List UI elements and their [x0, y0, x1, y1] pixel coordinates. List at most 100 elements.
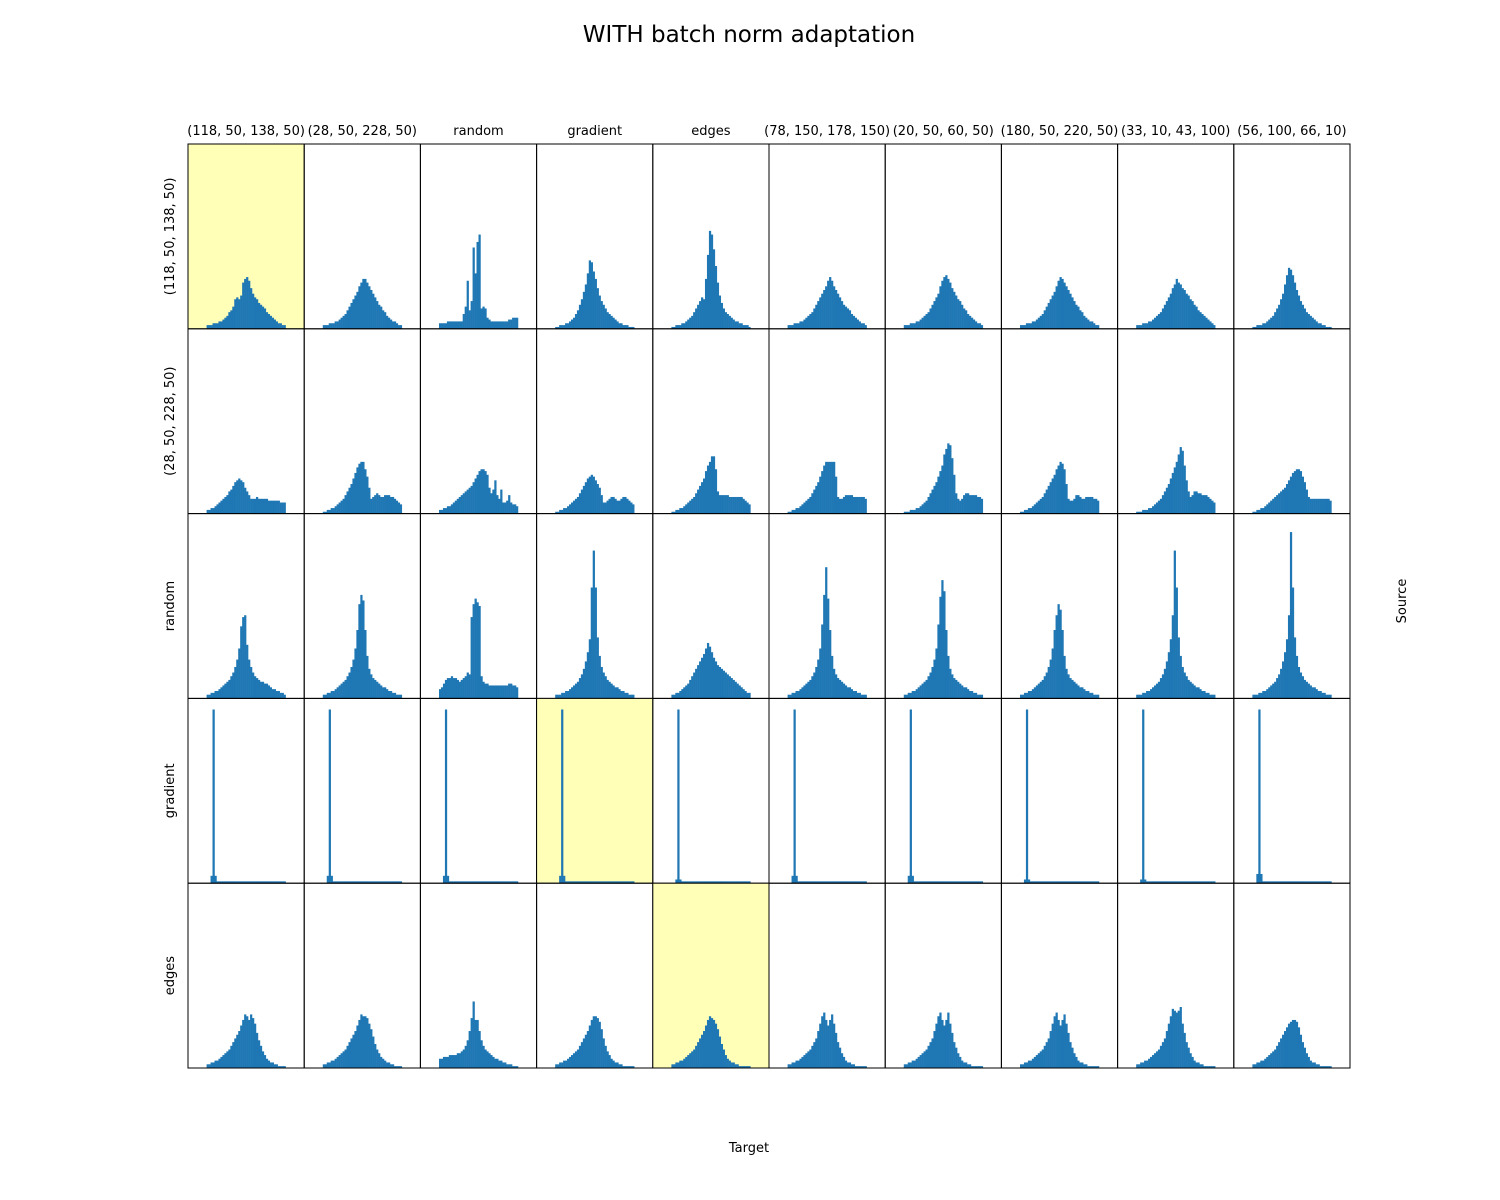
histogram-bar — [594, 1016, 597, 1068]
histogram-bar — [376, 1049, 379, 1068]
histogram-bar — [267, 1060, 271, 1068]
histogram-bar — [582, 881, 586, 884]
histogram-bar — [563, 325, 566, 329]
histogram-bar — [675, 509, 678, 514]
histogram-bar — [1146, 323, 1149, 329]
histogram-bar — [584, 1034, 588, 1068]
histogram-bar — [937, 1016, 940, 1068]
histogram-bar — [831, 461, 834, 514]
histogram-bar — [915, 689, 918, 699]
histogram-bar — [384, 495, 387, 514]
histogram-bar — [710, 652, 714, 699]
histogram-bar — [354, 648, 357, 699]
histogram-bar — [269, 687, 273, 699]
histogram-bar — [1264, 881, 1267, 884]
histogram-bar — [911, 509, 914, 514]
histogram-bar — [472, 1001, 475, 1068]
histogram-bar — [708, 646, 712, 699]
histogram-bar — [1254, 1064, 1257, 1068]
histogram-bar — [1209, 1066, 1212, 1068]
histogram-bar — [726, 674, 729, 699]
histogram-bar — [1209, 321, 1212, 329]
histogram-bar — [1169, 639, 1172, 699]
histogram-bar — [1136, 511, 1139, 514]
histogram-bar — [1051, 881, 1054, 884]
histogram-bar — [687, 683, 690, 699]
histogram-bar — [557, 1064, 560, 1068]
histogram-bar — [677, 692, 680, 699]
histogram-bar — [261, 306, 265, 329]
histogram-bar — [382, 881, 385, 884]
histogram-bar — [1282, 489, 1285, 514]
histogram-bar — [496, 495, 499, 514]
histogram-bar — [500, 489, 503, 514]
histogram-bar — [1289, 476, 1293, 514]
histogram-bar — [602, 672, 605, 699]
histogram-bar — [614, 319, 617, 329]
histogram-bar — [1307, 496, 1310, 514]
histogram-bar — [949, 881, 952, 884]
histogram-bar — [1260, 873, 1263, 884]
histogram-bar — [961, 1060, 964, 1068]
histogram-bar — [350, 1038, 353, 1068]
histogram-bar — [1276, 308, 1279, 329]
histogram-bar — [1173, 467, 1176, 514]
histogram-bar — [856, 881, 859, 884]
histogram-bar — [572, 317, 576, 329]
histogram-bar — [945, 881, 948, 884]
histogram-bar — [612, 496, 615, 514]
histogram-bar — [606, 881, 609, 884]
histogram-bar — [840, 1053, 844, 1068]
histogram-bar — [1183, 672, 1186, 699]
histogram-bar — [949, 1023, 952, 1068]
histogram-bar — [1157, 500, 1161, 514]
histogram-bar — [1252, 326, 1255, 329]
histogram-bar — [844, 881, 848, 884]
histogram-bar — [835, 1032, 838, 1068]
histogram-bar — [255, 299, 259, 329]
histogram-bar — [909, 692, 912, 699]
histogram-bar — [1138, 325, 1141, 329]
histogram-bar — [793, 1062, 796, 1068]
histogram-bar — [569, 1056, 572, 1068]
histogram-bar — [1165, 1031, 1169, 1068]
histogram-bar — [728, 496, 731, 514]
histogram-bar — [1039, 1051, 1042, 1068]
histogram-bar — [582, 485, 586, 514]
histogram-bar — [1023, 509, 1027, 514]
histogram-bar — [234, 666, 237, 699]
histogram-bar — [395, 323, 399, 329]
histogram-bar — [1165, 487, 1169, 514]
histogram-bar — [263, 1055, 267, 1068]
histogram-bar — [374, 679, 377, 699]
histogram-bar — [324, 694, 327, 699]
histogram-bar — [468, 310, 471, 329]
histogram-bar — [216, 691, 219, 699]
histogram-bar — [1079, 1062, 1082, 1068]
histogram-bar — [360, 282, 363, 329]
histogram-bar — [1085, 691, 1088, 699]
histogram-bar — [673, 1064, 676, 1068]
histogram-bar — [677, 1062, 680, 1068]
histogram-bar — [1138, 511, 1141, 514]
histogram-bar — [265, 312, 269, 329]
histogram-bar — [1195, 491, 1198, 514]
histogram-bar — [330, 691, 333, 699]
histogram-bar — [1287, 615, 1291, 699]
histogram-bar — [1266, 504, 1269, 514]
histogram-bar — [344, 679, 347, 699]
histogram-bar — [630, 694, 633, 699]
histogram-bar — [214, 323, 217, 329]
histogram-bar — [610, 683, 613, 699]
histogram-bar — [1205, 692, 1208, 699]
histogram-bar — [1293, 282, 1297, 329]
histogram-panel — [303, 882, 421, 1069]
histogram-bar — [1055, 881, 1058, 884]
histogram-bar — [397, 325, 401, 329]
histogram-bar — [356, 291, 359, 329]
column-labels: (118, 50, 138, 50) (28, 50, 228, 50) rando… — [187, 124, 1346, 139]
histogram-bar — [248, 280, 251, 329]
histogram-bar — [965, 493, 968, 514]
histogram-panel — [768, 143, 886, 330]
histogram-bar — [600, 301, 603, 329]
